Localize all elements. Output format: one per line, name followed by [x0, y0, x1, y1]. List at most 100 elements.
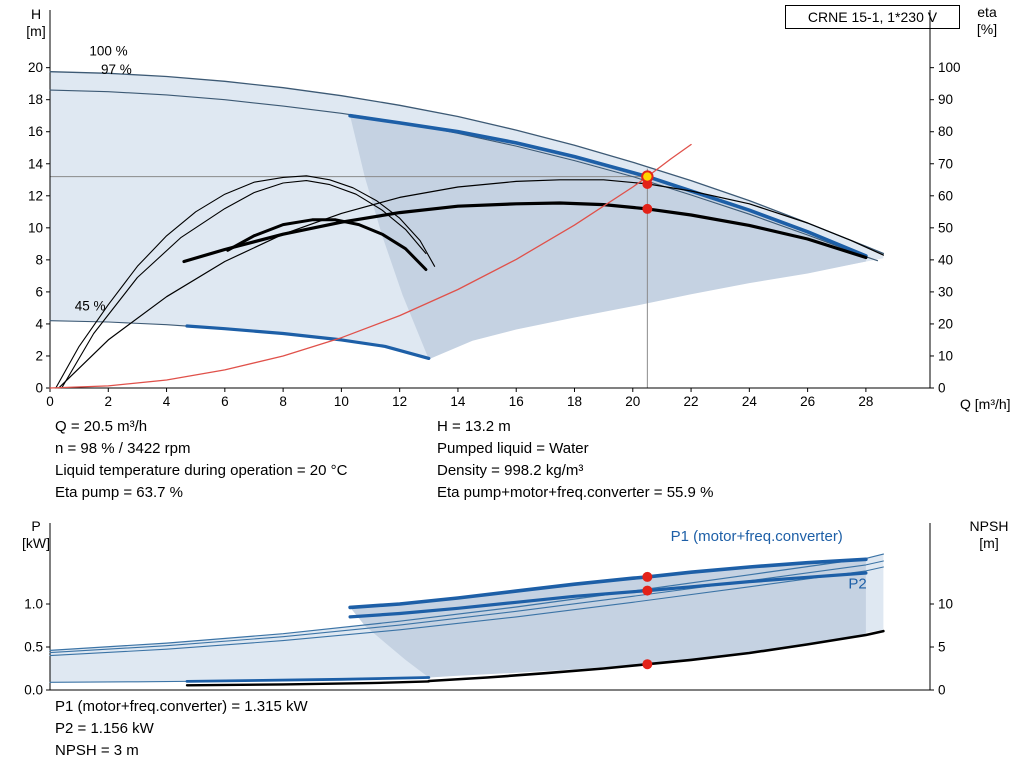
annot-speed: n = 98 % / 3422 rpm [55, 440, 191, 457]
y-right-tick-label: 60 [938, 188, 953, 203]
y-left-tick-label: 2 [35, 348, 43, 363]
y-left-tick-label: 14 [28, 156, 44, 171]
y-left-tick-label: 0.5 [24, 640, 43, 655]
axes: 0.0 0.5 1.0 0 5 10 [24, 523, 953, 697]
x-tick-label: 28 [858, 394, 873, 409]
duty-point[interactable] [641, 170, 654, 183]
qh-right-axis-title: eta [%] [964, 4, 1010, 38]
x-tick-label: 22 [684, 394, 699, 409]
y-right-tick-label: 0 [938, 683, 946, 698]
eta-low-speed-arc-2 [61, 180, 427, 389]
x-tick-label: 24 [742, 394, 758, 409]
y-left-tick-label: 10 [28, 220, 43, 235]
qh-eta-chart[interactable]: 0246810121416182001020304050607080901000… [0, 0, 1024, 413]
x-tick-label: 18 [567, 394, 582, 409]
y-right-tick-label: 5 [938, 640, 946, 655]
annot-npsh: NPSH = 3 m [55, 742, 139, 759]
eta-axis-symbol: eta [977, 4, 997, 20]
npsh-axis-symbol: NPSH [969, 518, 1009, 534]
curve-labels: P1 (motor+freq.converter) P2 [671, 528, 867, 592]
axes: 0246810121416182001020304050607080901000… [28, 10, 961, 409]
x-tick-label: 6 [221, 394, 229, 409]
annot-liquid-temp: Liquid temperature during operation = 20… [55, 462, 348, 479]
h-axis-symbol: H [30, 6, 42, 22]
h-axis-unit: [m] [26, 23, 46, 39]
x-tick-label: 26 [800, 394, 815, 409]
y-right-tick-label: 70 [938, 156, 953, 171]
y-right-tick-label: 80 [938, 124, 953, 139]
curve-label: 45 % [75, 298, 106, 313]
x-tick-label: 2 [105, 394, 113, 409]
y-left-tick-label: 0 [35, 381, 43, 396]
x-tick-label: 8 [279, 394, 287, 409]
p1-point[interactable] [642, 571, 653, 582]
power-right-axis-title: NPSH [m] [960, 518, 1018, 552]
y-left-tick-label: 16 [28, 124, 43, 139]
x-tick-label: 4 [163, 394, 171, 409]
eta-total-low-speed-thick [226, 218, 428, 271]
annot-head: H = 13.2 m [437, 418, 511, 435]
curve-label: P2 [848, 576, 866, 593]
operating-point-markers [641, 170, 654, 214]
eta-total-point[interactable] [642, 203, 653, 214]
y-right-tick-label: 20 [938, 316, 953, 331]
p1-max-speed [49, 553, 884, 651]
p1-97pct [49, 560, 884, 654]
y-left-tick-label: 1.0 [24, 597, 43, 612]
annot-flow: Q = 20.5 m³/h [55, 418, 148, 435]
series [49, 553, 885, 687]
speed-curve-100pct [49, 71, 885, 255]
qh-left-axis-title: H [m] [16, 6, 56, 40]
y-right-tick-label: 0 [938, 381, 946, 396]
pump-model-label: CRNE 15-1, 1*230 V [807, 9, 938, 25]
y-left-tick-label: 6 [35, 284, 43, 299]
x-tick-label: 0 [46, 394, 54, 409]
y-left-tick-label: 18 [28, 92, 43, 107]
annot-density: Density = 998.2 kg/m³ [437, 462, 584, 479]
duty-speed-curve-thick [348, 113, 868, 258]
q-axis-title: Q [m³/h] [960, 396, 1011, 412]
y-right-tick-label: 30 [938, 284, 953, 299]
p1-duty-thick [348, 557, 868, 610]
pump-model-box: CRNE 15-1, 1*230 V [785, 5, 960, 29]
eta-pump-curve [58, 179, 884, 389]
x-tick-label: 16 [509, 394, 524, 409]
y-left-tick-label: 12 [28, 188, 43, 203]
y-right-tick-label: 10 [938, 597, 953, 612]
x-tick-label: 14 [450, 394, 466, 409]
y-left-tick-label: 0.0 [24, 683, 43, 698]
eta-axis-unit: [%] [976, 21, 998, 37]
annot-p1: P1 (motor+freq.converter) = 1.315 kW [55, 698, 308, 715]
annot-pumped-liquid: Pumped liquid = Water [437, 440, 589, 457]
curve-label: P1 (motor+freq.converter) [671, 528, 843, 545]
y-right-tick-label: 90 [938, 92, 953, 107]
annot-eta-total: Eta pump+motor+freq.converter = 55.9 % [437, 484, 714, 501]
y-right-tick-label: 10 [938, 348, 953, 363]
y-left-tick-label: 20 [28, 60, 43, 75]
power-npsh-chart[interactable]: 0.0 0.5 1.0 0 5 10 P1 (motor+freq.converter) P2 [0, 515, 1024, 697]
eta-low-speed-arc-1 [55, 175, 436, 389]
y-left-tick-label: 4 [35, 316, 43, 331]
operating-point-markers [642, 571, 653, 670]
power-left-axis-title: P [kW] [14, 518, 58, 552]
npsh-axis-unit: [m] [979, 535, 999, 551]
x-tick-label: 12 [392, 394, 407, 409]
min-speed-curve-thick [185, 324, 431, 360]
npsh-curve-thick [427, 629, 885, 683]
npsh-point[interactable] [642, 659, 653, 670]
p-min-speed-thick [185, 676, 431, 683]
y-right-tick-label: 40 [938, 252, 953, 267]
curve-label: 100 % [89, 44, 127, 59]
curve-labels: 100 % 97 % 45 % [75, 44, 132, 314]
duty-envelope [350, 115, 866, 360]
curve-label: 97 % [101, 62, 132, 77]
eta-total-duty-curve-thick [182, 201, 868, 264]
p2-point[interactable] [642, 585, 653, 596]
x-tick-label: 20 [625, 394, 640, 409]
x-tick-label: 10 [334, 394, 349, 409]
p2-duty-thick [348, 571, 868, 619]
y-left-tick-label: 8 [35, 252, 43, 267]
speed-curve-97pct [49, 89, 879, 262]
p-axis-unit: [kW] [22, 535, 50, 551]
